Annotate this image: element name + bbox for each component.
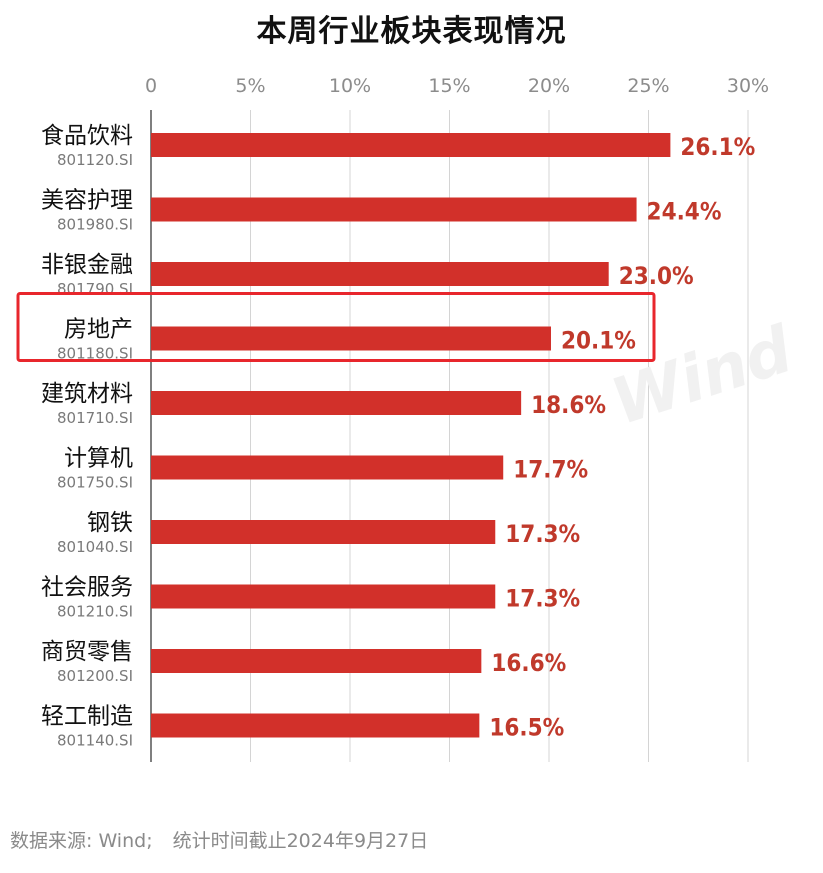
x-tick-label: 10% [329,75,371,97]
bar [151,713,480,738]
bar [151,133,671,157]
category-code: 801040.SI [57,538,133,556]
bar-value-label: 26.1% [680,133,755,161]
category-code: 801750.SI [57,474,133,492]
bar [151,584,496,609]
category-label: 食品饮料 [41,123,133,149]
bar-chart: 0 5% 10% 15% 20% 25% 30%Wind26.1%食品饮料801120.SI… [16,75,802,762]
x-tick-label: 15% [428,75,470,97]
data-source-note: 数据来源: Wind; 统计时间截止2024年9月27日 [10,826,428,853]
date-note: 统计时间截止2024年9月27日 [172,830,429,852]
chart-title: 本周行业板块表现情况 [256,14,567,49]
bar-value-label: 23.0% [619,262,694,290]
category-label: 钢铁 [87,510,133,536]
highlight-box [16,292,656,362]
x-tick-label: 30% [727,75,769,97]
x-tick-label: 5% [235,75,265,97]
bar [151,649,482,673]
bar [151,262,609,286]
category-label: 美容护理 [41,188,133,214]
source-text: 数据来源: Wind; [10,830,153,852]
bar-value-label: 24.4% [647,198,722,226]
bar-value-label: 20.1% [561,327,636,355]
bar-value-label: 16.6% [491,649,566,677]
bar [151,391,522,415]
category-code: 801200.SI [57,667,133,685]
x-tick-label: 25% [627,75,669,97]
category-label: 房地产 [64,317,133,343]
category-code: 801790.SI [57,280,133,298]
bar [151,520,496,544]
category-label: 计算机 [64,446,133,472]
bar-value-label: 17.3% [505,585,580,613]
category-label: 商贸零售 [41,639,133,665]
category-label: 社会服务 [41,575,133,601]
category-label: 非银金融 [41,252,133,278]
category-label: 轻工制造 [41,704,133,730]
bar-value-label: 17.3% [505,520,580,548]
x-tick-label: 20% [528,75,570,97]
category-label: 建筑材料 [41,381,133,407]
bar-value-label: 18.6% [531,391,606,419]
bar [151,455,504,480]
bar [151,197,637,222]
bar-value-label: 17.7% [513,456,588,484]
bar [151,326,551,351]
category-code: 801120.SI [57,151,133,169]
category-code: 801980.SI [57,216,133,234]
bar-value-label: 16.5% [489,714,564,742]
category-code: 801710.SI [57,409,133,427]
category-code: 801210.SI [57,603,133,621]
x-tick-label: 0 [145,75,157,97]
category-code: 801180.SI [57,345,133,363]
category-code: 801140.SI [57,732,133,750]
